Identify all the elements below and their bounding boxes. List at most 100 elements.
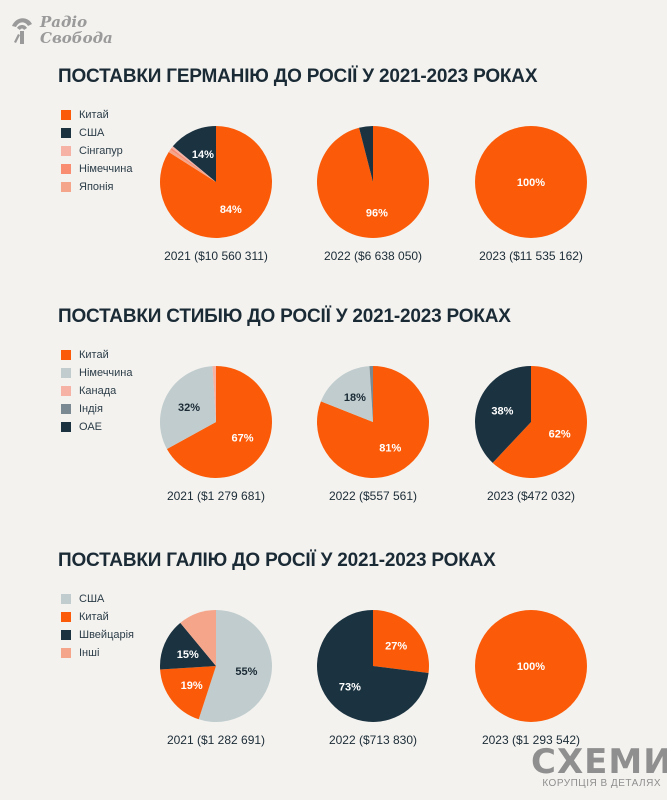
pie-data-label: 38% (491, 406, 513, 418)
pie-data-label: 96% (366, 208, 388, 220)
legend-item: Індія (61, 400, 133, 418)
legend-item: Німеччина (61, 364, 133, 382)
pie-slice-інші (180, 610, 216, 666)
pie-slice-канада (212, 366, 216, 422)
legend-item: ОАЕ (61, 418, 133, 436)
pie-slice-швейцарія (160, 622, 216, 670)
legend-swatch (61, 182, 71, 192)
pie-slice-швейцарія (317, 610, 429, 722)
pie-slice-німеччина (320, 366, 373, 422)
pie-data-label: 27% (385, 641, 407, 653)
pie-slice-китай (166, 366, 273, 478)
chart-title: ПОСТАВКИ СТИБІЮ ДО РОСІЇ У 2021-2023 РОК… (58, 306, 511, 327)
pie-chart: 62% 38% 2023 ($472 032) (475, 366, 587, 503)
legend-item: Китай (61, 346, 133, 364)
pie-slice-сша (198, 610, 272, 722)
legend-swatch (61, 594, 71, 604)
pie-slice-сінгапур (171, 146, 216, 182)
pie-slice-німеччина (159, 366, 216, 449)
pie-data-label: 67% (231, 433, 253, 445)
brand-name: СХЕМИ (531, 742, 667, 782)
pie-slice-сша (172, 126, 216, 182)
legend-swatch (61, 404, 71, 414)
pie-caption: 2021 ($10 560 311) (164, 249, 268, 263)
legend-swatch (61, 630, 71, 640)
legend-label: Німеччина (79, 163, 133, 175)
legend-swatch (61, 350, 71, 360)
legend-swatch (61, 612, 71, 622)
pie-slice-німеччина (170, 147, 216, 182)
chart-title: ПОСТАВКИ ГЕРМАНІЮ ДО РОСІЇ У 2021-2023 Р… (58, 66, 538, 87)
legend-swatch (61, 128, 71, 138)
pie-data-label: 84% (220, 204, 242, 216)
legend-label: ОАЕ (79, 421, 102, 433)
legend-label: США (79, 127, 105, 139)
legend: США Китай Швейцарія Інші (61, 590, 134, 662)
pie-slice-індія (369, 366, 373, 422)
pie-caption: 2022 ($6 638 050) (324, 249, 422, 263)
pie-chart: 67% 32% 2021 ($1 279 681) (159, 366, 273, 503)
legend-item: Швейцарія (61, 626, 134, 644)
legend-label: Японія (79, 181, 114, 193)
legend-swatch (61, 648, 71, 658)
pie-chart: 84% 14% 2021 ($10 560 311) (160, 126, 272, 263)
pie-data-label: 73% (339, 681, 361, 693)
pie-chart: 27% 73% 2022 ($713 830) (317, 610, 429, 747)
pie-chart: 100% 2023 ($1 293 542) (475, 610, 587, 747)
legend-label: Сінгапур (79, 145, 123, 157)
radio-svoboda-mark-icon (12, 18, 32, 44)
pie-chart: 100% 2023 ($11 535 162) (475, 126, 587, 263)
pie-slice-китай (475, 610, 587, 722)
pie-charts: 67% 32% 2021 ($1 279 681) 81% 18% 2022 ($557 … (159, 366, 587, 503)
pie-slice-китай (475, 126, 587, 238)
legend-swatch (61, 146, 71, 156)
pie-data-label: 81% (379, 442, 401, 454)
pie-slice-китай (160, 666, 216, 720)
pie-data-label: 32% (178, 402, 200, 414)
legend-item: США (61, 124, 133, 142)
legend-swatch (61, 110, 71, 120)
pie-caption: 2023 ($11 535 162) (479, 249, 583, 263)
legend-label: США (79, 593, 105, 605)
legend-item: Канада (61, 382, 133, 400)
pie-chart: 96% 2022 ($6 638 050) (316, 126, 429, 263)
legend-swatch (61, 368, 71, 378)
legend-item: Інші (61, 644, 134, 662)
legend-label: Інші (79, 647, 100, 659)
pie-data-label: 15% (177, 649, 199, 661)
pie-slice-японія (168, 149, 216, 182)
pie-data-label: 14% (192, 149, 214, 161)
legend-swatch (61, 422, 71, 432)
legend-item: США (61, 590, 134, 608)
skhemy-brand-logo: СХЕМИ КОРУПЦІЯ В ДЕТАЛЯХ (531, 742, 667, 792)
legend-label: Німеччина (79, 367, 133, 379)
pie-slice-китай (316, 126, 429, 238)
legend-label: Канада (79, 385, 117, 397)
legend: Китай Німеччина Канада Індія ОАЕ (61, 346, 133, 436)
legend-item: Китай (61, 106, 133, 124)
pie-data-label: 18% (344, 392, 366, 404)
pie-caption: 2022 ($713 830) (329, 733, 417, 747)
pie-data-label: 19% (181, 680, 203, 692)
pie-caption: 2023 ($1 293 542) (482, 733, 580, 747)
chart-title: ПОСТАВКИ ГАЛІЮ ДО РОСІЇ У 2021-2023 РОКА… (58, 550, 496, 571)
brand-tagline: КОРУПЦІЯ В ДЕТАЛЯХ (542, 778, 661, 789)
pie-slice-китай (492, 366, 587, 478)
pie-caption: 2023 ($472 032) (487, 489, 575, 503)
legend-swatch (61, 164, 71, 174)
radio-svoboda-logo: Радіо Свобода (8, 12, 113, 52)
legend-item: Сінгапур (61, 142, 133, 160)
legend-label: Китай (79, 349, 109, 361)
legend-label: Китай (79, 109, 109, 121)
legend-item: Японія (61, 178, 133, 196)
pie-chart: 81% 18% 2022 ($557 561) (317, 366, 430, 503)
pie-charts: 55% 19% 15% 2021 ($1 282 691) 27% 73% 2022 ($7… (160, 610, 587, 747)
legend-item: Німеччина (61, 160, 133, 178)
pie-slice-китай (317, 366, 430, 478)
pie-chart: 55% 19% 15% 2021 ($1 282 691) (160, 610, 272, 747)
pie-caption: 2021 ($1 282 691) (167, 733, 265, 747)
pie-slice-оае (475, 366, 531, 463)
pie-charts: 84% 14% 2021 ($10 560 311) 96% 2022 ($6 638 … (160, 126, 587, 263)
pie-slice-китай (373, 610, 429, 674)
pie-caption: 2021 ($1 279 681) (167, 489, 265, 503)
